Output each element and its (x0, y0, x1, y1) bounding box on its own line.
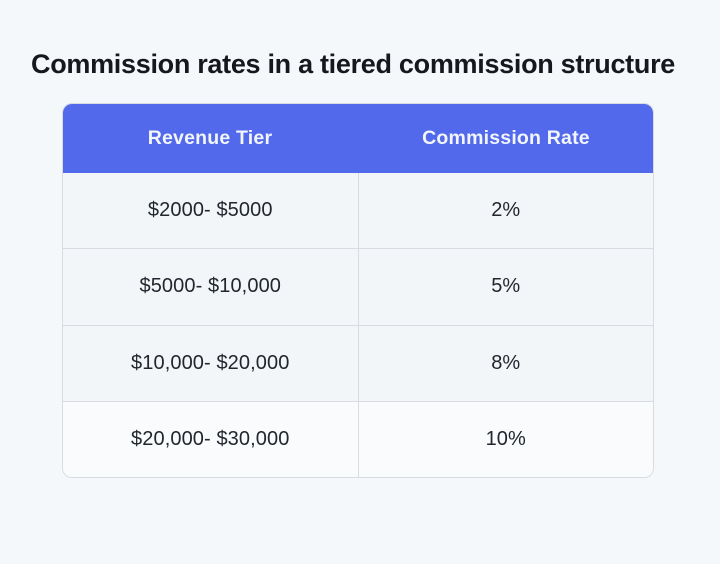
table-row: $5000- $10,000 5% (63, 248, 653, 325)
table-row: $2000- $5000 2% (63, 173, 653, 249)
cell-revenue-tier: $5000- $10,000 (63, 249, 359, 325)
cell-revenue-tier: $10,000- $20,000 (63, 325, 359, 401)
cell-commission-rate: 10% (485, 427, 526, 450)
cell-revenue-tier: $2000- $5000 (63, 173, 359, 249)
cell-revenue-tier: $20,000- $30,000 (63, 401, 359, 477)
table-row: $10,000- $20,000 8% (63, 324, 653, 401)
table-row: $20,000- $30,000 10% (63, 400, 653, 477)
table-body: $2000- $5000 2% $5000- $10,000 5% $10,00… (63, 173, 653, 477)
cell-commission-rate: 5% (491, 275, 521, 298)
page-title: Commission rates in a tiered commission … (31, 49, 675, 79)
header-cell-commission-rate: Commission Rate (422, 126, 590, 149)
cell-commission-rate: 8% (491, 351, 521, 374)
cell-commission-rate: 2% (491, 199, 521, 222)
commission-table: Revenue Tier Commission Rate $2000- $500… (62, 103, 654, 478)
table-header-row: Revenue Tier Commission Rate (63, 104, 653, 173)
header-cell-revenue-tier: Revenue Tier (147, 126, 273, 149)
